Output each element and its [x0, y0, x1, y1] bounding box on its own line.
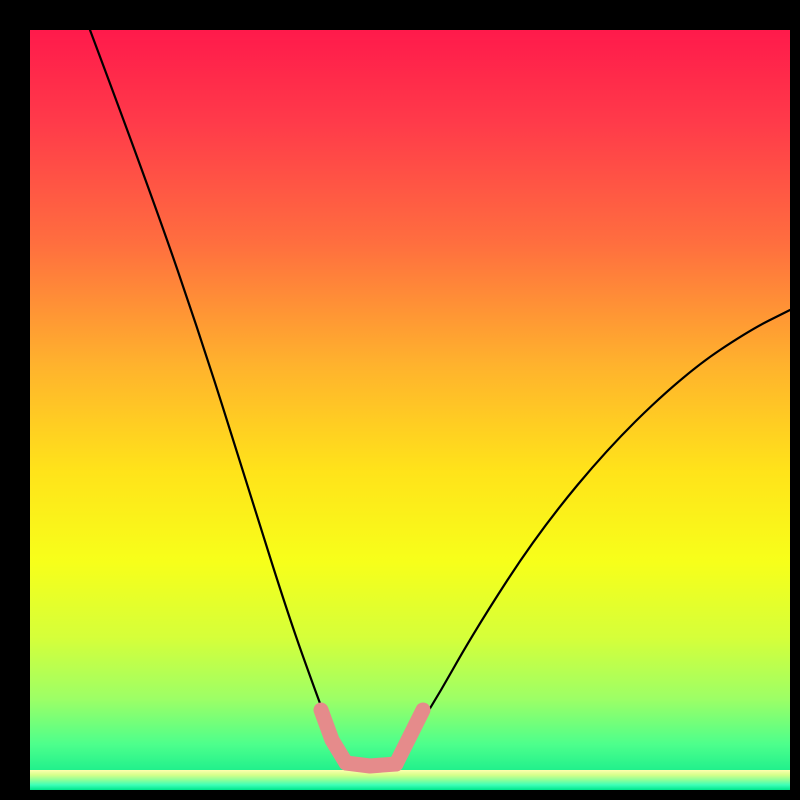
- chart-frame: [0, 790, 800, 800]
- highlight-segment: [346, 763, 396, 766]
- chart-frame: [0, 0, 800, 30]
- chart-frame: [0, 0, 30, 800]
- chart-bottom-band: [30, 770, 790, 790]
- chart-plot-area: [30, 30, 790, 790]
- chart-background: [30, 30, 790, 790]
- chart-frame: [790, 0, 800, 800]
- chart-svg: [30, 30, 790, 790]
